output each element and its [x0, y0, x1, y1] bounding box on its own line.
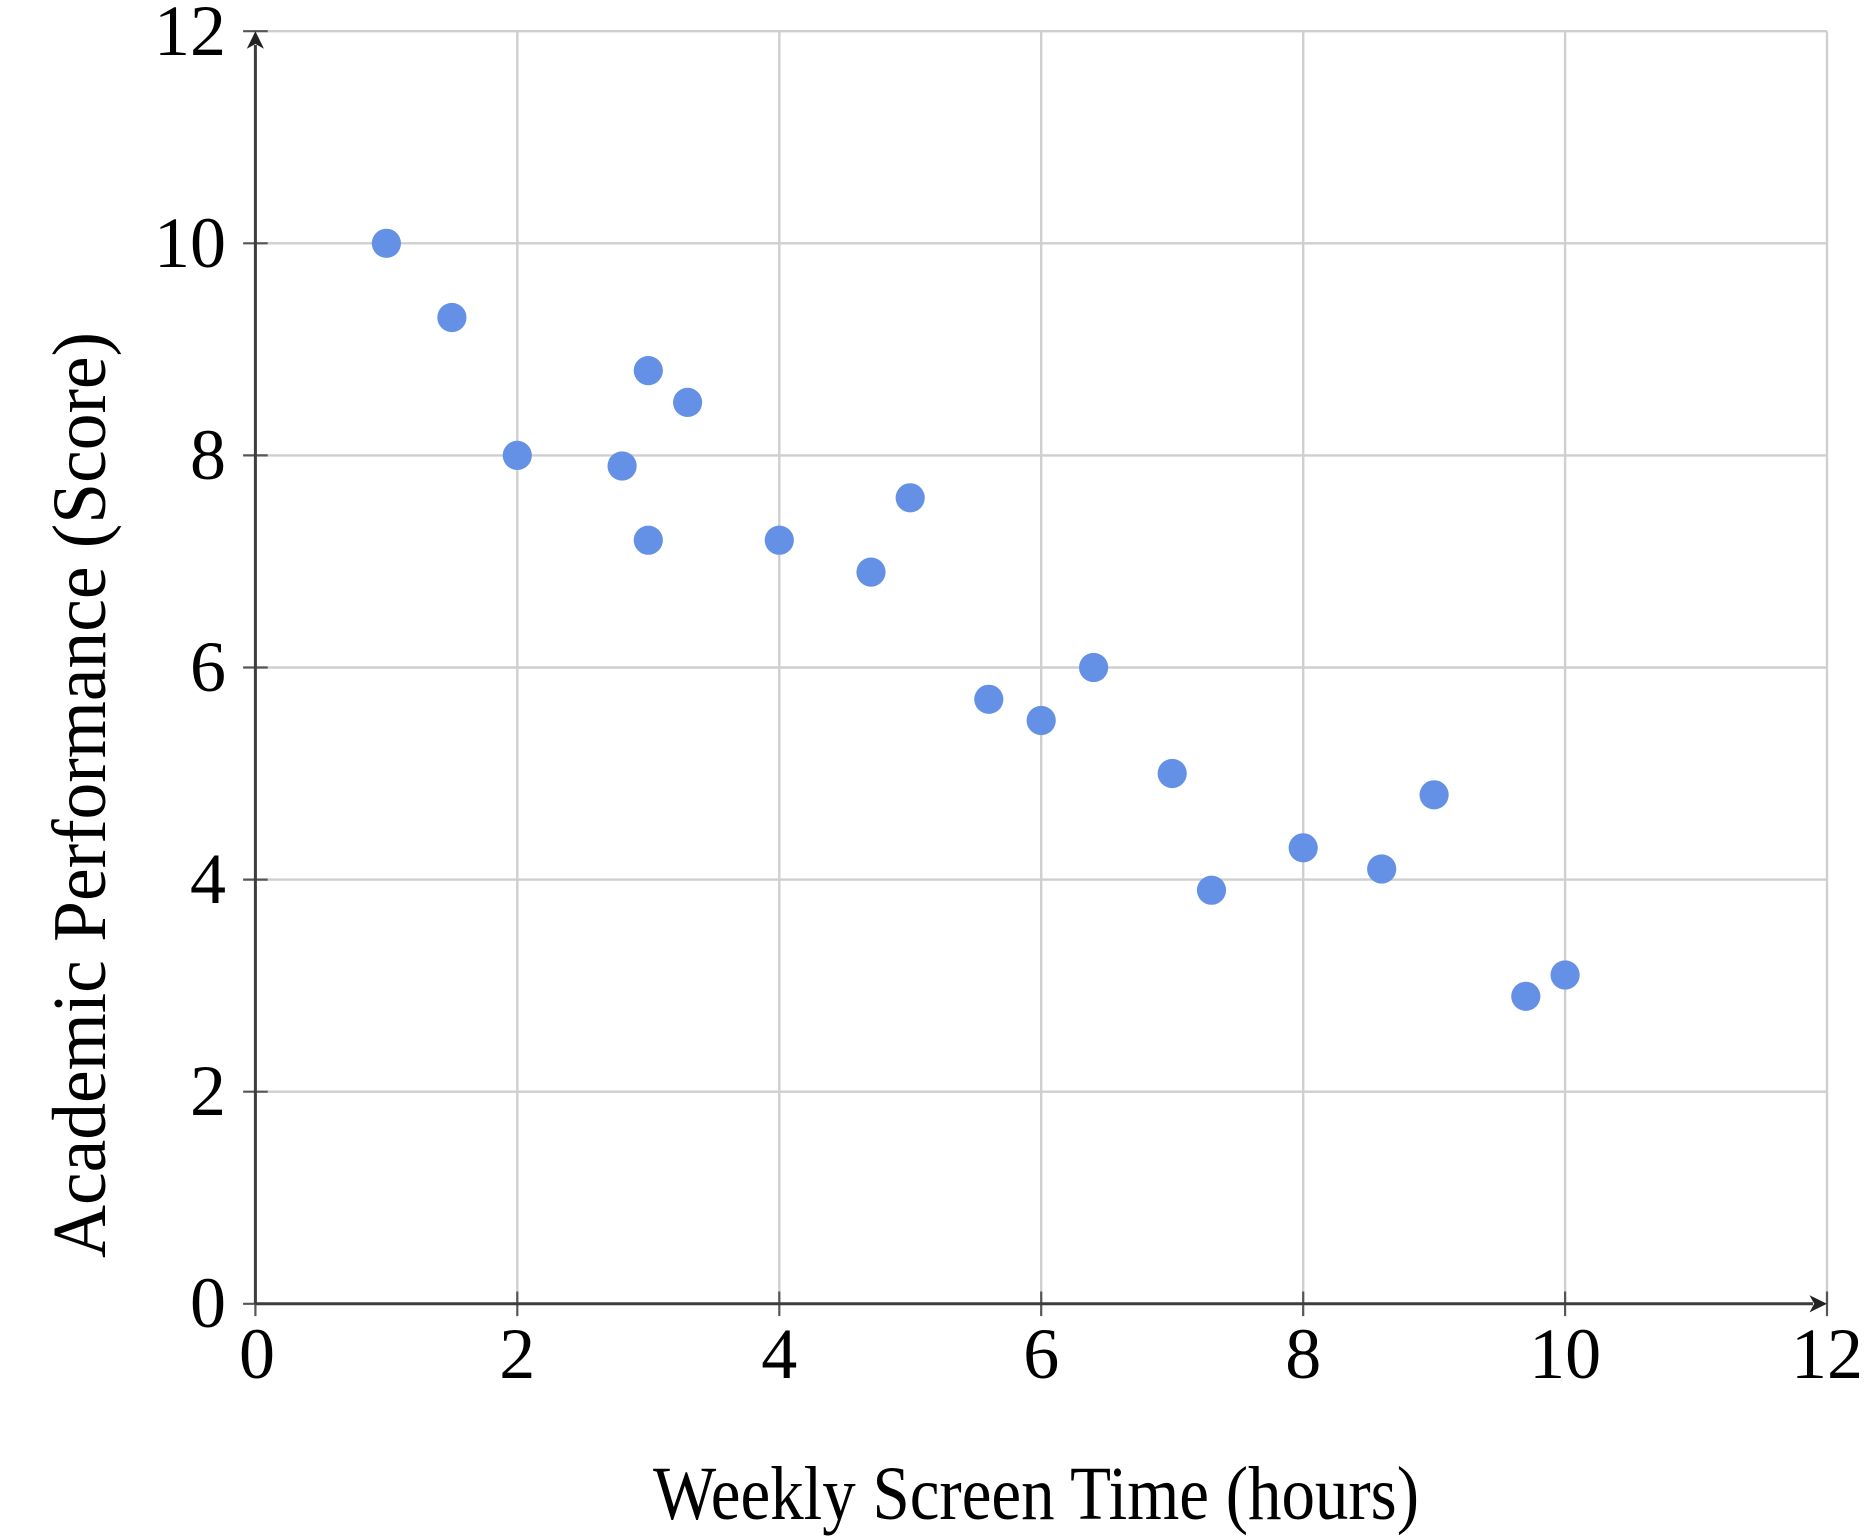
svg-text:6: 6 — [190, 627, 226, 707]
svg-text:6: 6 — [1023, 1314, 1059, 1394]
svg-text:4: 4 — [761, 1314, 797, 1394]
svg-text:2: 2 — [499, 1314, 535, 1394]
svg-text:8: 8 — [190, 415, 226, 495]
svg-text:12: 12 — [154, 0, 226, 71]
svg-text:Weekly Screen Time (hours): Weekly Screen Time (hours) — [653, 1452, 1419, 1536]
svg-text:4: 4 — [190, 839, 226, 919]
svg-text:0: 0 — [190, 1263, 226, 1343]
svg-text:10: 10 — [154, 203, 226, 283]
svg-text:Academic Performance (Score): Academic Performance (Score) — [38, 332, 122, 1258]
svg-text:12: 12 — [1791, 1314, 1863, 1394]
svg-text:0: 0 — [239, 1314, 275, 1394]
svg-text:8: 8 — [1285, 1314, 1321, 1394]
svg-text:2: 2 — [190, 1051, 226, 1131]
svg-text:10: 10 — [1529, 1314, 1601, 1394]
